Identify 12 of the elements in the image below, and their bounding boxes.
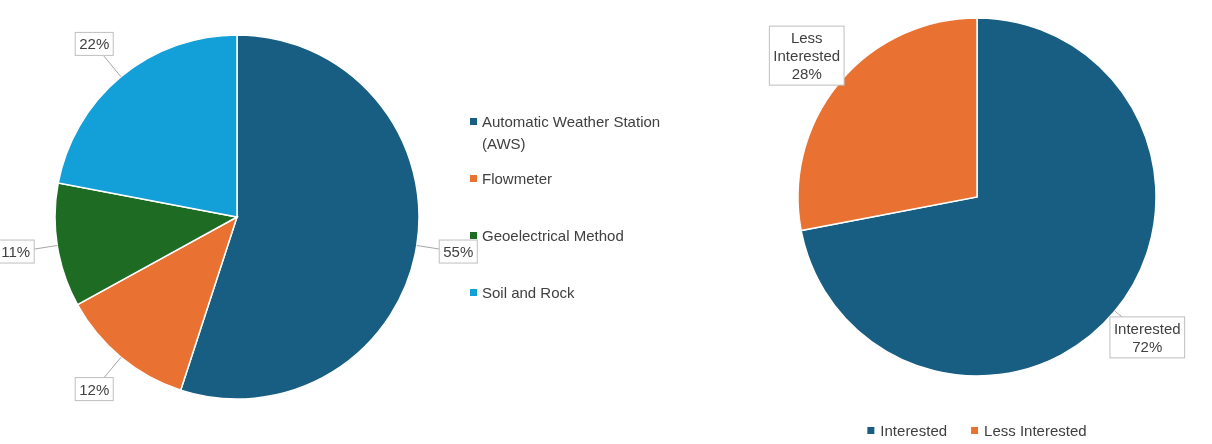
legend-label: Interested: [880, 422, 948, 439]
data-label: Less Interested 28%: [773, 29, 841, 83]
legend-label: Automatic Weather Station (AWS): [482, 113, 661, 152]
legend-label: Flowmeter: [482, 170, 553, 187]
data-label: 55%: [443, 243, 474, 261]
data-label: Interested 72%: [1113, 319, 1181, 355]
legend-label: Soil and Rock: [482, 284, 576, 301]
data-label: 22%: [79, 35, 110, 53]
legend-label: Geoelectrical Method: [482, 227, 624, 244]
data-label: 12%: [79, 380, 110, 398]
legend-label: Less Interested: [984, 422, 1087, 439]
data-label: 11%: [1, 243, 31, 261]
